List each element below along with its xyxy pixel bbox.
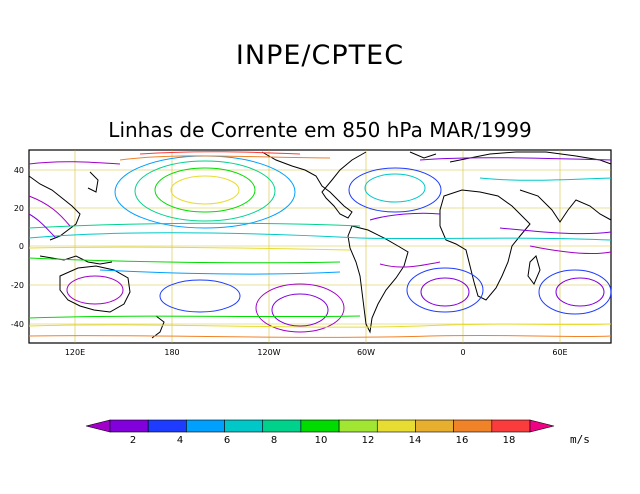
lon-label-60w: 60W [357,348,375,357]
lat-label-minus40: -40 [11,320,24,329]
north-america-outline [261,151,367,219]
streamline-trade-5 [99,269,341,275]
colorbar-units: m/s [570,433,590,446]
colorbar-label-2: 2 [130,435,136,446]
lon-label-60e: 60E [552,348,567,357]
streamline-satl-1 [420,277,470,307]
colorbar-segment [109,419,149,433]
streamline-ind-2 [538,269,612,315]
streamline-trade-3 [28,257,341,264]
colorbar-segment [186,419,225,433]
colorbar-segment [338,419,378,433]
lat-label-40: 40 [14,166,24,175]
streamline-aus-1 [66,275,124,305]
streamline-spac-2 [255,283,345,333]
streamline-west-3 [28,315,361,319]
streamline-asia-2 [499,227,612,235]
streamline-atl-2 [348,167,442,213]
streamline-npac-1 [170,175,240,205]
colorbar-label-10: 10 [315,435,328,446]
colorbar-segment [262,419,302,433]
colorbar-segment [453,419,493,433]
colorbar-label-16: 16 [456,435,469,446]
streamline-north-3 [419,157,612,161]
map-subtitle: Linhas de Corrente em 850 hPa MAR/1999 [108,118,532,142]
streamline-spac-3 [159,279,241,313]
madagascar-outline [527,255,541,285]
streamline-npac-3 [134,160,276,222]
lon-label-180: 180 [164,348,179,357]
streamline-asia-3 [529,245,612,255]
japan-outline [87,171,99,193]
indonesia-outline [39,255,113,265]
colorbar-segment [376,419,416,433]
streamline-trade-4 [28,222,361,229]
colorbar-label-12: 12 [362,435,375,446]
colorbar-segment [224,419,264,433]
streamlines [28,151,612,338]
south-america-outline [347,225,409,334]
streamline-north-4 [28,161,121,165]
arctic-outline [409,151,437,159]
australia-outline [59,265,131,313]
page-title: INPE/CPTEC [235,40,405,71]
lat-label-20: 20 [14,204,24,213]
lat-label-0: 0 [19,242,24,251]
streamline-trade-1 [28,232,612,241]
streamline-north-2 [139,151,301,155]
colorbar-segment [300,419,340,433]
longitude-labels: 120E 180 120W 60W 0 60E [65,348,568,357]
colorbar-label-18: 18 [503,435,516,446]
streamline-satl-2 [406,267,484,313]
map-frame [28,149,612,344]
colorbar-label-8: 8 [271,435,277,446]
map-gridlines [29,150,611,343]
streamline-npac-2 [154,167,256,213]
colorbar-left-triangle [85,419,111,433]
africa-outline [439,189,531,301]
new-zealand-outline [151,315,165,339]
streamline-asia-1 [479,177,612,181]
colorbar [85,419,555,433]
streamline-atl-1 [364,173,426,203]
colorbar-segment [415,419,454,433]
colorbar-segment [147,419,187,433]
colorbar-label-14: 14 [409,435,422,446]
streamline-ind-1 [555,277,605,307]
colorbar-label-6: 6 [224,435,230,446]
latitude-labels: 40 20 0 -20 -40 [11,166,24,329]
streamline-north-1 [119,155,331,161]
lon-label-120w: 120W [257,348,280,357]
colorbar-right-triangle [529,419,555,433]
lon-label-0: 0 [460,348,465,357]
streamline-west-2 [28,334,612,338]
colorbar-labels: 2 4 6 8 10 12 14 16 18 [130,435,516,446]
lon-label-120e: 120E [65,348,85,357]
colorbar-segment [491,419,531,433]
east-asia-outline [28,175,81,241]
colorbar-label-4: 4 [177,435,183,446]
streamline-wpac-1 [28,195,71,227]
streamline-sa-1 [379,261,441,268]
streamline-wpac-2 [28,213,57,239]
streamline-west-1 [28,323,612,328]
lat-label-minus20: -20 [11,281,24,290]
streamline-sa-2 [369,212,441,221]
streamline-trade-2 [28,246,351,251]
streamline-spac-1 [271,293,329,327]
